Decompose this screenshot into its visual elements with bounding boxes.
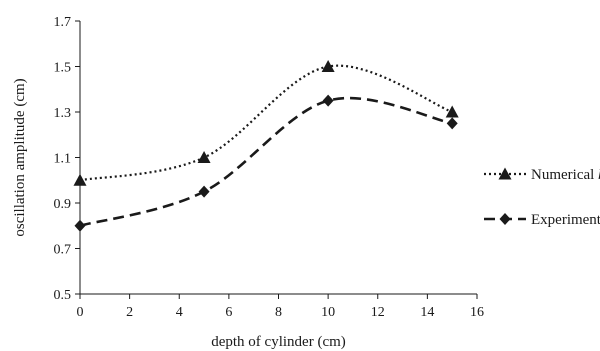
x-tick-label: 6 <box>225 305 232 320</box>
y-tick-label: 0.9 <box>54 197 72 212</box>
x-tick-label: 8 <box>275 305 282 320</box>
y-ticks: 0.5 0.7 0.9 1.1 1.3 1.5 1.7 <box>54 15 80 303</box>
legend-label-numerical-italic: k-w <box>598 167 600 183</box>
x-tick-label: 12 <box>371 305 385 320</box>
legend-label-numerical-main: Numerical <box>531 167 598 183</box>
y-axis-title: oscillation amplitude (cm) <box>12 78 28 236</box>
x-ticks: 0 2 4 6 8 10 12 14 16 <box>77 294 484 320</box>
legend-label-experimental: Experimental <box>531 212 600 228</box>
data-point-experimental <box>198 185 210 198</box>
legend-label-experimental-main: Experimental <box>531 212 600 228</box>
axes: 0 2 4 6 8 10 12 14 16 0.5 0.7 0.9 1.1 1.3 1.5 1.7 <box>54 15 485 320</box>
y-tick-label: 1.1 <box>54 152 72 167</box>
data-point-experimental <box>322 94 334 107</box>
x-tick-label: 4 <box>176 305 183 320</box>
x-tick-label: 2 <box>126 305 133 320</box>
legend-entry-experimental: Experimental <box>484 212 600 228</box>
series-layer <box>73 60 459 232</box>
y-tick-label: 1.7 <box>54 15 72 30</box>
data-point-experimental <box>446 117 458 130</box>
legend-entry-numerical: Numerical k-w <box>484 167 600 183</box>
y-tick-label: 0.7 <box>54 243 72 258</box>
data-point-numerical <box>73 173 87 186</box>
x-tick-label: 14 <box>420 305 434 320</box>
x-tick-label: 0 <box>77 305 84 320</box>
y-tick-label: 0.5 <box>54 288 72 303</box>
series-line-experimental <box>79 96 453 228</box>
x-tick-label: 16 <box>470 305 484 320</box>
legend: Numerical k-w Experimental <box>484 167 600 228</box>
data-point-experimental <box>74 219 86 232</box>
legend-marker-numerical <box>498 167 512 180</box>
data-point-numerical <box>197 151 211 163</box>
legend-marker-experimental <box>499 213 511 225</box>
data-point-numerical <box>321 60 335 72</box>
y-tick-label: 1.3 <box>54 106 72 121</box>
legend-label-numerical: Numerical k-w <box>531 167 600 183</box>
y-tick-label: 1.5 <box>54 61 72 76</box>
data-point-numerical <box>445 105 459 118</box>
x-axis-title: depth of cylinder (cm) <box>211 334 346 350</box>
series-line-numerical <box>79 64 453 182</box>
x-tick-label: 10 <box>321 305 335 320</box>
